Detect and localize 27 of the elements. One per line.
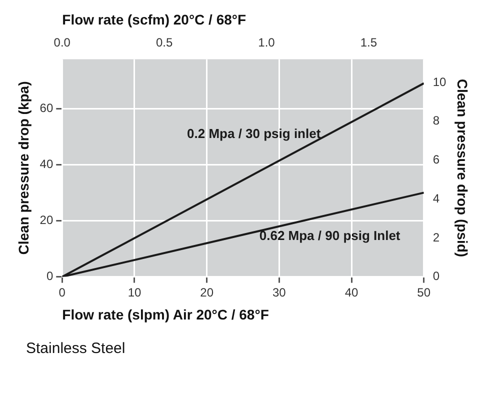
y2-tick-label: 4 bbox=[432, 191, 440, 206]
x-tick-label: 20 bbox=[200, 285, 214, 300]
y2-tick-label: 10 bbox=[432, 74, 447, 89]
x-tick-label: 30 bbox=[272, 285, 286, 300]
y2-tick-label: 0 bbox=[432, 269, 440, 284]
y-tick-label: 40 bbox=[40, 156, 54, 171]
x-tick-label: 50 bbox=[417, 285, 431, 300]
y-tick-label: 20 bbox=[40, 213, 54, 228]
series-label: 0.62 Mpa / 90 psig Inlet bbox=[259, 228, 401, 244]
x2-axis-title: Flow rate (scfm) 20°C / 68°F bbox=[62, 11, 247, 28]
y-tick-label: 0 bbox=[46, 269, 54, 284]
y2-tick-label: 8 bbox=[432, 114, 440, 128]
series-label: 0.2 Mpa / 30 psig inlet bbox=[187, 126, 322, 141]
x2-tick-label: 1.0 bbox=[258, 35, 276, 50]
y-tick-label: 60 bbox=[40, 100, 54, 115]
y-axis-title: Clean pressure drop (kpa) bbox=[15, 81, 32, 255]
x2-tick-label: 0.5 bbox=[156, 35, 173, 50]
y2-tick-label: 2 bbox=[432, 230, 440, 244]
x2-tick-label: 1.5 bbox=[360, 35, 378, 50]
x-tick-label: 0 bbox=[58, 285, 66, 300]
x-axis-title: Flow rate (slpm) Air 20°C / 68°F bbox=[62, 306, 270, 322]
y2-tick-label: 6 bbox=[432, 152, 440, 167]
x-tick-label: 10 bbox=[128, 285, 142, 300]
text: Stainless Steel bbox=[26, 340, 126, 357]
x2-tick-label: 0.0 bbox=[54, 35, 71, 50]
y2-axis-title: Clean pressure drop (psid) bbox=[454, 78, 471, 258]
x-tick-label: 40 bbox=[344, 285, 359, 300]
